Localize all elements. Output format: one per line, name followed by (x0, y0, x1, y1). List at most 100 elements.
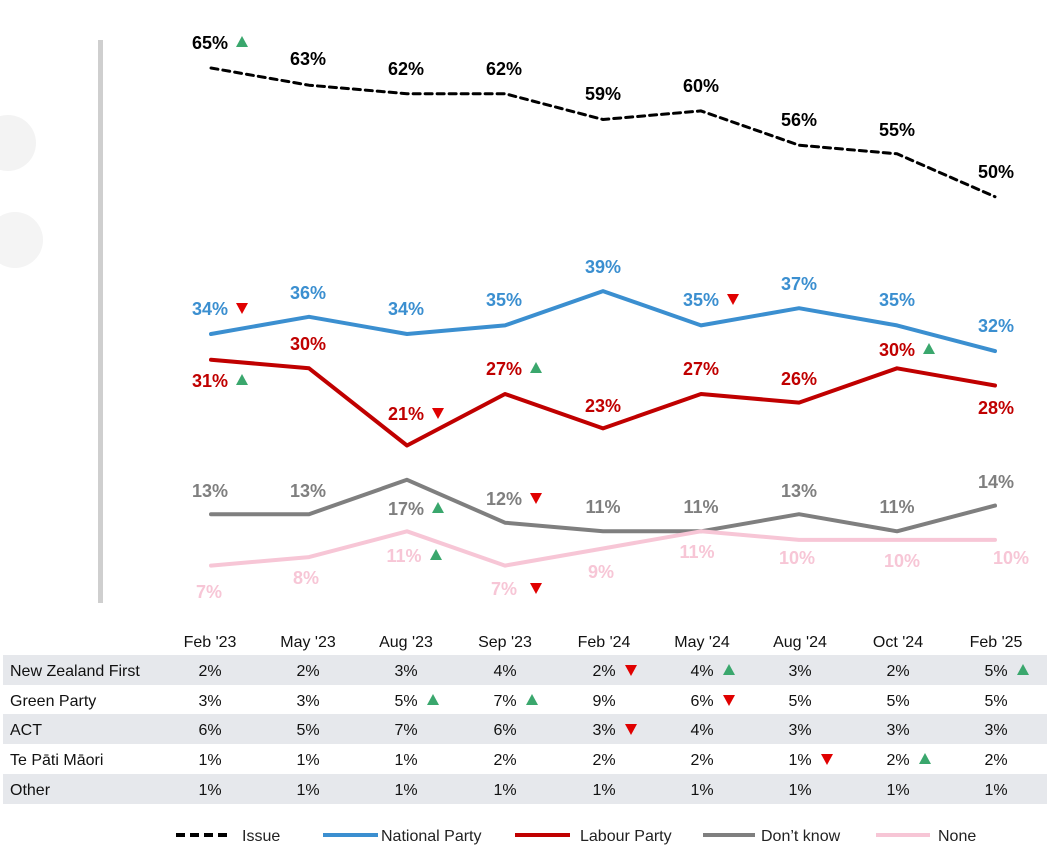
down-triangle-icon (727, 294, 739, 305)
table-cell: 5% (984, 693, 1007, 710)
table-row-name: Green Party (10, 693, 96, 710)
data-label-labour: 28% (978, 398, 1014, 418)
x-tick-label: Sep '23 (478, 634, 532, 651)
decorative-circle-bottom (0, 212, 43, 268)
table-cell: 4% (690, 722, 713, 739)
table-cell: 5% (788, 693, 811, 710)
table-row-band (3, 714, 1047, 744)
table-cell: 1% (394, 782, 417, 799)
data-label-dontknow: 12% (486, 489, 522, 509)
table-cell: 1% (592, 782, 615, 799)
legend-label: None (938, 828, 976, 845)
data-label-national: 37% (781, 274, 817, 294)
table-cell: 1% (690, 782, 713, 799)
data-label-dontknow: 14% (978, 472, 1014, 492)
data-label-dontknow: 11% (585, 497, 620, 517)
up-triangle-icon (1017, 664, 1029, 675)
table-cell: 3% (886, 722, 909, 739)
data-label-issue: 56% (781, 110, 817, 130)
data-label-national: 35% (683, 290, 719, 310)
table-cell: 3% (788, 663, 811, 680)
data-label-issue: 55% (879, 120, 915, 140)
legend-label: Don’t know (761, 828, 841, 845)
table-cell: 1% (788, 752, 811, 769)
data-label-labour: 31% (192, 371, 228, 391)
up-triangle-icon (236, 374, 248, 385)
down-triangle-icon (530, 583, 542, 594)
data-label-issue: 62% (388, 59, 424, 79)
data-label-labour: 27% (486, 359, 522, 379)
data-label-labour: 30% (290, 334, 326, 354)
up-triangle-icon (430, 549, 442, 560)
up-triangle-icon (919, 753, 931, 764)
data-label-national: 36% (290, 283, 326, 303)
data-label-none: 11% (679, 542, 714, 562)
data-label-national: 35% (879, 290, 915, 310)
table-cell: 5% (394, 693, 417, 710)
series-line-national (209, 289, 997, 354)
legend-label: National Party (381, 828, 482, 845)
table-cell: 3% (394, 663, 417, 680)
x-tick-label: Feb '23 (184, 634, 237, 651)
table-cell: 3% (592, 722, 615, 739)
data-label-none: 10% (993, 548, 1029, 568)
down-triangle-icon (236, 303, 248, 314)
data-label-national: 39% (585, 257, 621, 277)
table-row-name: Te Pāti Māori (10, 752, 103, 769)
table-cell: 5% (984, 663, 1007, 680)
data-label-national: 34% (192, 299, 228, 319)
data-label-labour: 21% (388, 404, 424, 424)
decorative-circle-top (0, 115, 36, 171)
series-line-dontknow (209, 477, 997, 534)
table-cell: 6% (493, 722, 516, 739)
down-triangle-icon (625, 665, 637, 676)
table-cell: 5% (886, 693, 909, 710)
data-label-none: 10% (779, 548, 815, 568)
table-row-name: Other (10, 782, 51, 799)
table-cell: 1% (296, 782, 319, 799)
table-cell: 1% (886, 782, 909, 799)
table-cell: 7% (493, 693, 516, 710)
data-label-none: 7% (196, 582, 222, 602)
down-triangle-icon (625, 724, 637, 735)
data-label-dontknow: 11% (879, 497, 914, 517)
up-triangle-icon (432, 502, 444, 513)
x-tick-label: Oct '24 (873, 634, 923, 651)
table-cell: 1% (493, 782, 516, 799)
table-cell: 2% (296, 663, 319, 680)
data-label-none: 10% (884, 551, 920, 571)
data-label-labour: 30% (879, 340, 915, 360)
data-label-issue: 65% (192, 33, 228, 53)
table-cell: 5% (296, 722, 319, 739)
data-label-issue: 59% (585, 84, 621, 104)
table-cell: 4% (690, 663, 713, 680)
series-line-none (209, 529, 997, 568)
table-row-band (3, 774, 1047, 804)
legend-label: Labour Party (580, 828, 672, 845)
data-label-none: 7% (491, 579, 517, 599)
table-cell: 1% (296, 752, 319, 769)
table-cell: 1% (198, 752, 221, 769)
series-line-issue (209, 66, 997, 199)
x-tick-label: May '24 (674, 634, 730, 651)
x-tick-label: May '23 (280, 634, 336, 651)
data-label-none: 9% (588, 562, 614, 582)
legend-label: Issue (242, 828, 280, 845)
up-triangle-icon (236, 36, 248, 47)
data-label-national: 34% (388, 299, 424, 319)
table-cell: 2% (592, 752, 615, 769)
x-tick-label: Aug '23 (379, 634, 433, 651)
table-cell: 1% (984, 782, 1007, 799)
up-triangle-icon (427, 694, 439, 705)
table-cell: 1% (788, 782, 811, 799)
table-cell: 9% (592, 693, 615, 710)
data-label-labour: 27% (683, 359, 719, 379)
data-label-issue: 62% (486, 59, 522, 79)
table-cell: 6% (690, 693, 713, 710)
table-cell: 6% (198, 722, 221, 739)
down-triangle-icon (530, 493, 542, 504)
table-cell: 4% (493, 663, 516, 680)
table-cell: 3% (984, 722, 1007, 739)
up-triangle-icon (530, 362, 542, 373)
